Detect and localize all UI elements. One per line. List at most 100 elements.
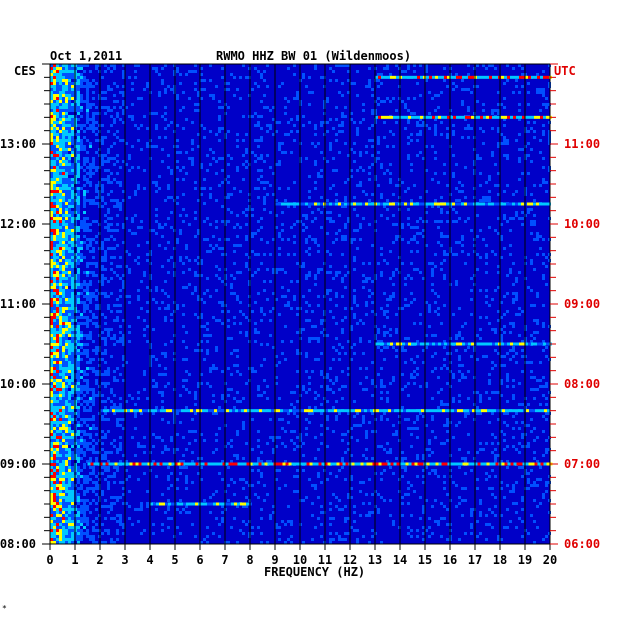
spectrogram-cell [68,247,71,250]
spectrogram-cell [434,94,437,97]
spectrogram-cell [410,292,413,295]
spectrogram-cell [80,64,83,67]
spectrogram-cell [281,427,284,430]
spectrogram-cell [86,283,89,286]
spectrogram-cell [191,430,194,433]
spectrogram-cell [53,88,56,91]
spectrogram-cell [500,382,503,385]
spectrogram-cell [77,244,80,247]
spectrogram-cell [392,97,395,100]
spectrogram-cell [137,442,140,445]
spectrogram-cell [479,442,482,445]
spectrogram-cell [407,121,410,124]
spectrogram-cell [137,391,140,394]
spectrogram-cell [305,157,308,160]
spectrogram-cell [56,334,59,337]
spectrogram-cell [170,319,173,322]
spectrogram-cell [431,451,434,454]
spectrogram-cell [110,181,113,184]
spectrogram-cell [80,106,83,109]
spectrogram-cell [257,229,260,232]
spectrogram-cell [86,97,89,100]
spectrogram-cell [521,67,524,70]
spectrogram-cell [332,241,335,244]
spectrogram-cell [65,145,68,148]
spectrogram-cell [77,79,80,82]
spectrogram-cell [83,235,86,238]
spectrogram-cell [491,109,494,112]
spectrogram-cell [506,412,509,415]
spectrogram-cell [542,322,545,325]
spectrogram-cell [68,358,71,361]
spectrogram-cell [338,352,341,355]
spectrogram-cell [431,271,434,274]
spectrogram-cell [56,241,59,244]
spectrogram-cell [446,184,449,187]
spectrogram-cell [368,502,371,505]
spectrogram-cell [368,178,371,181]
spectrogram-cell [404,466,407,469]
spectrogram-cell [293,295,296,298]
spectrogram-cell [380,307,383,310]
spectrogram-cell [260,238,263,241]
spectrogram-cell [50,487,53,490]
spectrogram-cell [185,358,188,361]
spectrogram-cell [50,241,53,244]
spectrogram-cell [53,211,56,214]
spectrogram-cell [53,478,56,481]
spectrogram-cell [104,202,107,205]
spectrogram-cell [191,70,194,73]
spectrogram-cell [176,202,179,205]
spectrogram-cell [494,475,497,478]
spectrogram-cell [56,142,59,145]
spectrogram-cell [335,133,338,136]
spectrogram-cell [92,490,95,493]
spectrogram-cell [317,244,320,247]
spectrogram-cell [77,385,80,388]
spectrogram-cell [65,337,68,340]
spectrogram-cell [386,97,389,100]
spectrogram-cell [122,337,125,340]
spectrogram-cell [437,220,440,223]
spectrogram-cell [242,505,245,508]
spectrogram-cell [353,298,356,301]
spectrogram-cell [512,283,515,286]
spectrogram-cell [65,385,68,388]
spectrogram-cell [266,460,269,463]
spectrogram-cell [257,124,260,127]
spectrogram-cell [86,121,89,124]
spectrogram-cell [56,154,59,157]
spectrogram-cell [377,262,380,265]
spectrogram-cell [179,259,182,262]
spectrogram-cell [50,346,53,349]
spectrogram-cell [341,397,344,400]
spectrogram-cell [260,451,263,454]
spectrogram-cell [104,70,107,73]
spectrogram-cell [56,358,59,361]
spectrogram-cell [68,331,71,334]
spectrogram-cell [59,367,62,370]
spectrogram-cell [176,124,179,127]
spectrogram-cell [161,226,164,229]
spectrogram-cell [53,115,56,118]
spectrogram-cell [56,370,59,373]
spectrogram-cell [50,97,53,100]
spectrogram-cell [164,292,167,295]
spectrogram-cell [68,454,71,457]
spectrogram-cell [83,202,86,205]
spectrogram-cell [71,406,74,409]
spectrogram-cell [62,478,65,481]
spectrogram-cell [113,94,116,97]
spectrogram-cell [329,67,332,70]
spectrogram-cell [356,412,359,415]
spectrogram-cell [152,433,155,436]
spectrogram-cell [53,391,56,394]
spectrogram-cell [386,217,389,220]
spectrogram-cell [143,187,146,190]
spectrogram-cell [62,424,65,427]
spectrogram-cell [176,307,179,310]
spectrogram-cell [200,88,203,91]
spectrogram-cell [50,298,53,301]
spectrogram-cell [50,148,53,151]
spectrogram-cell [128,115,131,118]
